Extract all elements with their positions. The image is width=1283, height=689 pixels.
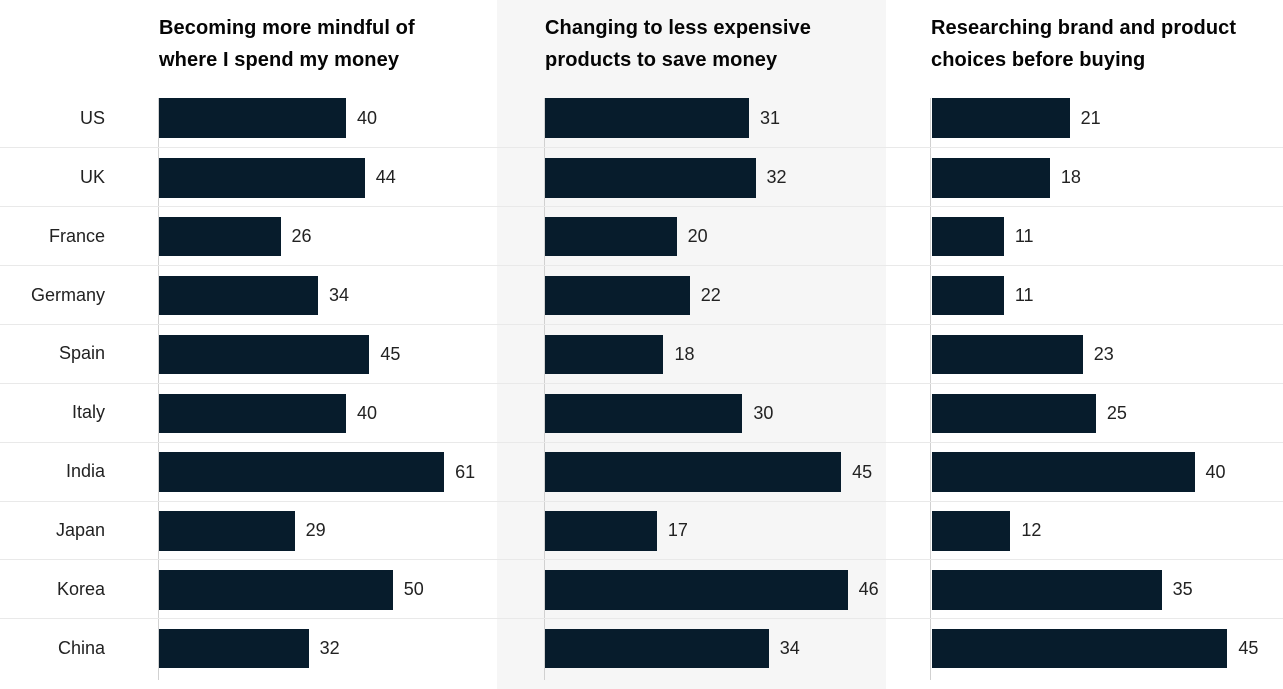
- table-row: Korea 50 46 35: [0, 559, 1283, 618]
- table-row: UK 44 32 18: [0, 147, 1283, 206]
- bar: [545, 98, 749, 138]
- bar: [545, 393, 743, 434]
- country-label: Japan: [55, 519, 105, 540]
- bar-value-label: 35: [1172, 579, 1193, 600]
- panel1-title-line1: Becoming more mindful of: [159, 17, 415, 39]
- bar: [159, 216, 281, 257]
- table-row: India 61 45 40: [0, 441, 1283, 501]
- country-label: US: [79, 107, 105, 128]
- country-label: Italy: [71, 402, 105, 423]
- bar: [159, 452, 445, 492]
- panel2-title-line2: products to save money: [545, 49, 778, 71]
- panel2-axis-line: [544, 98, 545, 680]
- table-row: Italy 40 30 25: [0, 382, 1283, 442]
- bar-value-label: 50: [403, 579, 424, 600]
- bar: [931, 158, 1050, 198]
- bar: [545, 334, 664, 375]
- bar: [545, 275, 690, 316]
- bar-value-label: 29: [305, 520, 326, 541]
- bar-value-label: 21: [1080, 107, 1101, 128]
- bar: [159, 570, 393, 610]
- bar: [159, 628, 309, 669]
- panel2-title: Changing to less expensive products to s…: [545, 12, 811, 76]
- bar: [931, 628, 1228, 669]
- country-label: Germany: [30, 284, 105, 305]
- bar-value-label: 26: [291, 226, 312, 247]
- bar: [159, 158, 365, 198]
- panel1-title-line2: where I spend my money: [159, 49, 400, 71]
- bar-value-label: 18: [1060, 167, 1081, 188]
- bar-value-label: 25: [1106, 402, 1127, 423]
- bar-value-label: 11: [1014, 285, 1034, 306]
- bar-value-label: 11: [1014, 226, 1034, 247]
- bar-value-label: 17: [667, 520, 688, 541]
- bar: [931, 216, 1004, 257]
- table-row: China 32 34 45: [0, 618, 1283, 677]
- table-row: Japan 29 17 12: [0, 500, 1283, 560]
- bar-value-label: 30: [753, 402, 774, 423]
- bar: [931, 452, 1195, 492]
- bar-value-label: 40: [1205, 461, 1226, 482]
- bar: [931, 98, 1070, 138]
- bar-value-label: 40: [357, 402, 378, 423]
- bar-value-label: 45: [852, 461, 873, 482]
- table-row: France 26 20 11: [0, 206, 1283, 265]
- bar: [931, 511, 1011, 551]
- panel3-title-line1: Researching brand and product: [931, 17, 1237, 39]
- table-row: US 40 31 21: [0, 89, 1283, 148]
- panel1-title: Becoming more mindful of where I spend m…: [159, 12, 415, 76]
- table-row: Spain 45 18 23: [0, 323, 1283, 383]
- bar: [931, 393, 1096, 434]
- bar-value-label: 45: [380, 343, 401, 364]
- bar: [545, 216, 677, 257]
- country-label: China: [57, 637, 105, 658]
- bar-value-label: 46: [858, 579, 879, 600]
- bar-value-label: 40: [357, 107, 378, 128]
- bar: [545, 570, 848, 610]
- bar: [545, 511, 657, 551]
- bar-value-label: 32: [319, 638, 340, 659]
- bar: [545, 628, 769, 669]
- bar: [159, 334, 370, 375]
- bar: [545, 158, 756, 198]
- bar: [159, 511, 295, 551]
- country-label: Spain: [58, 343, 105, 364]
- bar-value-label: 22: [700, 285, 721, 306]
- bar-value-label: 44: [375, 167, 396, 188]
- bar-value-label: 34: [779, 638, 800, 659]
- panel3-title: Researching brand and product choices be…: [931, 12, 1236, 76]
- panel1-axis-line: [158, 98, 159, 680]
- bar-value-label: 20: [687, 226, 708, 247]
- bar: [159, 393, 346, 434]
- bar-value-label: 18: [674, 343, 695, 364]
- panel3-axis-line: [930, 98, 931, 680]
- country-label: Korea: [56, 578, 105, 599]
- bar: [931, 275, 1004, 316]
- bar-value-label: 34: [328, 285, 349, 306]
- bar-value-label: 45: [1238, 638, 1259, 659]
- country-label: France: [48, 225, 105, 246]
- bar: [545, 452, 842, 492]
- country-label: India: [65, 461, 105, 482]
- bar-value-label: 61: [455, 461, 476, 482]
- bar-value-label: 12: [1021, 520, 1042, 541]
- country-label: UK: [79, 166, 105, 187]
- panel2-title-line1: Changing to less expensive: [545, 17, 812, 39]
- bar: [931, 334, 1083, 375]
- bar: [159, 275, 318, 316]
- bar-value-label: 31: [759, 107, 780, 128]
- bar-value-label: 32: [766, 167, 787, 188]
- bar: [931, 570, 1162, 610]
- panel3-title-line2: choices before buying: [931, 49, 1146, 71]
- table-row: Germany 34 22 11: [0, 265, 1283, 324]
- bar-value-label: 23: [1093, 343, 1114, 364]
- bar: [159, 98, 346, 138]
